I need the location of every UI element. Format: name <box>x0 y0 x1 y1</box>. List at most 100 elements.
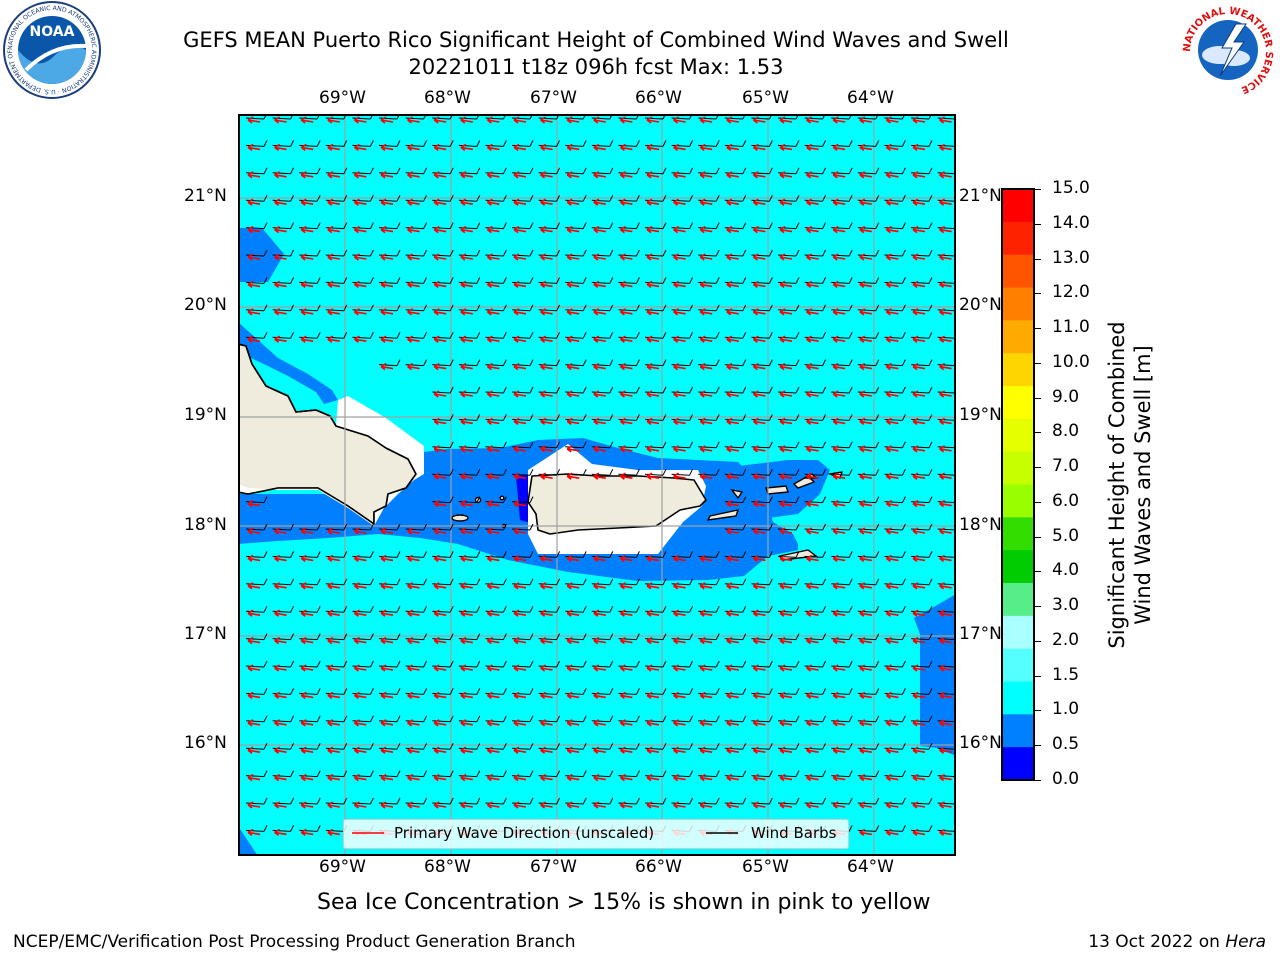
wind-barb <box>937 473 956 476</box>
wind-barb <box>538 414 561 421</box>
wind-barb <box>538 605 561 613</box>
wave-direction-arrow <box>619 582 633 590</box>
wave-direction-arrow <box>566 335 580 343</box>
wave-direction-arrow <box>806 362 819 371</box>
wave-direction-arrow <box>407 636 420 645</box>
wave-direction-arrow <box>619 746 633 754</box>
wave-direction-arrow <box>540 143 553 152</box>
wave-direction-arrow <box>859 198 872 206</box>
wave-direction-arrow <box>300 801 314 809</box>
wave-direction-arrow <box>593 445 606 453</box>
wave-direction-arrow <box>566 445 580 453</box>
wave-direction-arrow <box>779 691 793 700</box>
colorbar-segment <box>1002 451 1034 485</box>
wave-direction-arrow <box>513 280 527 289</box>
wind-barb <box>538 167 561 175</box>
wind-barb <box>538 304 561 312</box>
colorbar-tick-mark <box>1035 467 1041 469</box>
wind-barb <box>591 688 614 695</box>
colorbar-tick-mark <box>1035 328 1041 330</box>
wave-direction-arrow <box>912 691 926 700</box>
wave-direction-arrow <box>460 445 473 453</box>
wave-direction-arrow <box>646 691 660 700</box>
wave-direction-arrow <box>673 362 686 371</box>
wave-direction-arrow <box>752 664 766 672</box>
wave-direction-arrow <box>407 308 420 316</box>
colorbar-tick-label: 1.5 <box>1052 664 1080 685</box>
wave-direction-arrow <box>646 664 660 672</box>
wind-barb <box>857 605 880 613</box>
wind-barb <box>485 688 507 695</box>
wave-direction-arrow <box>806 499 819 508</box>
wave-direction-arrow <box>885 472 899 480</box>
wave-direction-arrow <box>673 225 686 234</box>
wave-direction-arrow <box>726 527 739 535</box>
wind-barb <box>378 770 401 778</box>
wave-direction-arrow <box>699 198 713 206</box>
wave-direction-arrow <box>407 143 420 152</box>
wave-direction-arrow <box>566 472 580 480</box>
wind-barb <box>565 441 587 449</box>
wind-barb <box>857 359 880 367</box>
wave-direction-arrow <box>939 828 952 837</box>
wave-direction-arrow <box>460 773 473 782</box>
wind-barb <box>458 140 481 147</box>
wave-direction-arrow <box>540 472 553 480</box>
wave-direction-arrow <box>726 719 739 727</box>
wind-barb <box>644 441 667 449</box>
wave-direction-arrow <box>939 719 952 727</box>
wind-barb <box>538 331 561 339</box>
wave-direction-arrow <box>832 417 846 426</box>
lat-label-left: 21°N <box>184 186 227 206</box>
wind-barb <box>937 637 956 641</box>
colorbar-tick-label: 12.0 <box>1052 282 1090 303</box>
wind-barb <box>565 194 587 202</box>
wind-barb <box>910 304 933 312</box>
wind-barb <box>777 441 800 449</box>
wind-barb <box>937 363 956 367</box>
wave-direction-arrow <box>939 225 952 234</box>
wind-barb <box>591 468 614 476</box>
wind-barb <box>432 660 454 668</box>
wind-barb <box>910 167 933 175</box>
wind-barb <box>671 140 694 147</box>
wave-direction-arrow <box>859 527 872 535</box>
wind-barb <box>777 715 800 723</box>
wave-direction-arrow <box>779 773 793 782</box>
wave-direction-arrow <box>460 280 473 289</box>
wind-barb <box>831 359 853 367</box>
colorbar-tick-label: 0.0 <box>1052 769 1080 789</box>
wind-barb <box>910 222 933 230</box>
wave-direction-arrow <box>513 335 527 343</box>
wave-direction-arrow <box>593 636 606 645</box>
wave-direction-arrow <box>726 417 739 426</box>
wind-barb <box>937 391 956 394</box>
wave-direction-arrow <box>513 664 527 672</box>
wind-barb <box>831 523 853 531</box>
wind-barb <box>777 414 800 421</box>
wave-direction-arrow <box>407 609 420 617</box>
wave-direction-arrow <box>486 664 500 672</box>
wind-barb <box>804 742 827 750</box>
wind-barb <box>458 304 481 312</box>
wave-direction-arrow <box>566 609 580 617</box>
wind-barb <box>724 578 747 586</box>
wave-direction-arrow <box>274 746 287 754</box>
colorbar-segment <box>1002 550 1034 584</box>
wind-barb <box>245 496 268 504</box>
wave-direction-arrow <box>779 499 793 508</box>
wave-direction-arrow <box>699 225 713 234</box>
wind-barb <box>884 331 906 339</box>
wind-barb <box>352 140 374 147</box>
wind-barb <box>831 331 853 339</box>
colorbar-tick-mark <box>1035 397 1041 399</box>
wave-direction-arrow <box>832 582 846 590</box>
wind-barb <box>671 359 694 367</box>
wind-barb <box>644 304 667 312</box>
colorbar-segment <box>1002 189 1034 223</box>
wave-direction-arrow <box>939 143 952 152</box>
wave-direction-arrow <box>859 801 872 809</box>
wave-direction-arrow <box>513 636 527 645</box>
nws-logo: NATIONAL WEATHER SERVICE <box>1181 3 1275 97</box>
wind-barb <box>299 578 321 586</box>
